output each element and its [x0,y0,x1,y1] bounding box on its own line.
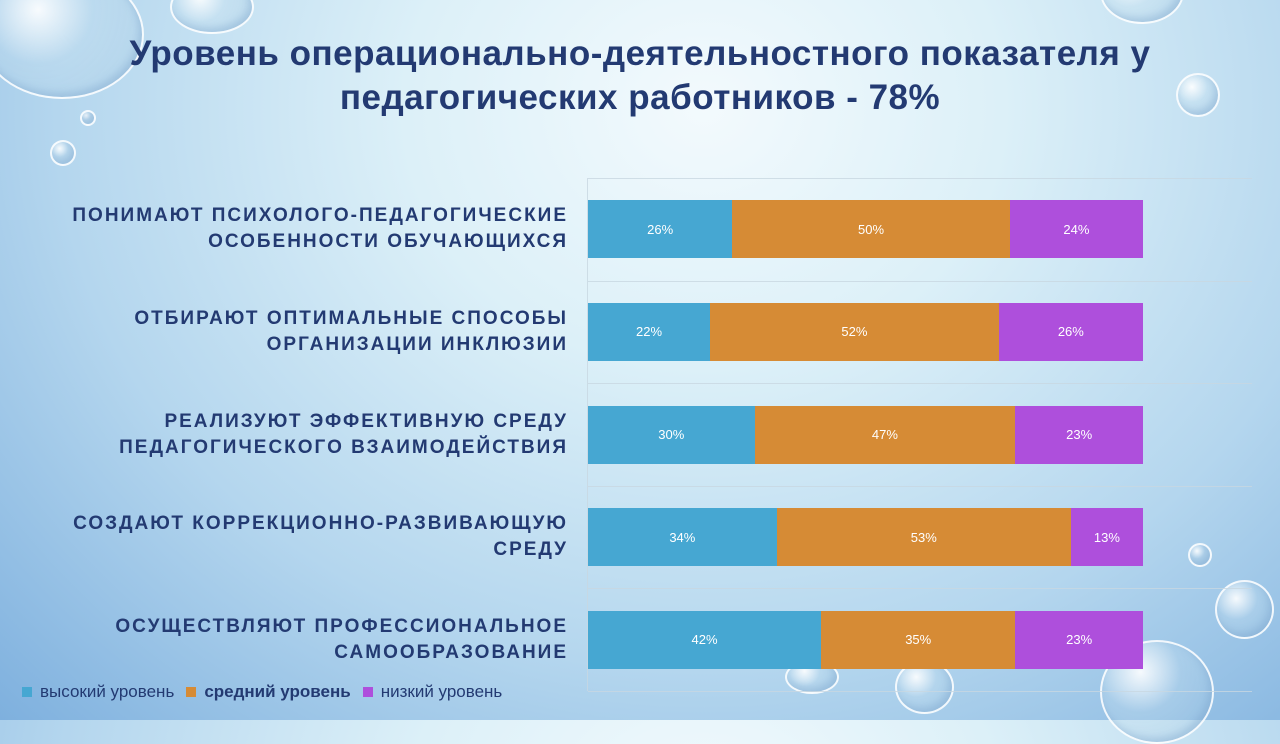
bar-segment: 23% [1015,405,1143,464]
data-label: 50% [858,221,885,237]
bar-segment: 13% [1070,508,1143,567]
gridline [588,383,1252,385]
gridline [588,178,1252,179]
bar-segment: 50% [732,200,1010,259]
data-label: 42% [691,632,718,648]
data-label: 53% [910,529,937,545]
data-label: 23% [1066,632,1093,648]
bubble-decoration [1188,543,1212,567]
legend-swatch-high [22,687,32,697]
data-label: 47% [871,427,898,442]
bubble-decoration [895,660,954,714]
data-label: 30% [658,427,685,442]
bar-segment: 24% [1009,200,1143,259]
legend-label-high: высокий уровень [40,682,175,701]
bar-segment: 30% [588,405,755,464]
bar-segment: 47% [754,405,1016,464]
category-label: РЕАЛИЗУЮТ ЭФФЕКТИВНУЮ СРЕДУ ПЕДАГОГИЧЕСК… [119,410,568,458]
data-label: 23% [1066,427,1093,442]
bar-segment: 53% [776,508,1071,567]
data-label: 13% [1093,529,1120,545]
gridline [588,280,1252,282]
data-label: 24% [1063,221,1090,237]
legend-label-medium: средний уровень [204,682,351,701]
bubble-decoration [1176,73,1220,117]
bar-segment: 52% [710,302,999,361]
bar-segment: 35% [821,610,1016,669]
data-label: 26% [647,221,674,237]
chart-title: Уровень операционально-деятельностного п… [129,34,1151,117]
bar-segment: 26% [588,200,733,259]
data-label: 34% [669,529,696,545]
category-label: СОЗДАЮТ КОРРЕКЦИОННО-РАЗВИВАЮЩУЮ СРЕДУ [73,513,568,561]
category-axis [587,178,588,691]
data-label: 35% [905,632,932,648]
category-label: ОСУЩЕСТВЛЯЮТ ПРОФЕССИОНАЛЬНОЕ САМООБРАЗО… [115,615,568,663]
legend: высокий уровень средний уровень низкий у… [22,682,502,702]
gridline [588,588,1252,590]
bubble-decoration [80,110,96,126]
data-label: 26% [1057,324,1084,340]
bubble-decoration [1100,0,1184,24]
data-label: 52% [841,324,868,340]
bubble-decoration [170,0,254,34]
bar-segment: 26% [998,302,1143,361]
legend-label-low: низкий уровень [380,682,503,701]
bubble-decoration [1215,580,1274,639]
bar-segment: 42% [588,610,822,669]
bar-segment: 23% [1015,610,1143,669]
legend-swatch-low [362,687,373,697]
bubble-decoration [50,140,76,166]
gridline [588,485,1252,487]
data-label: 22% [636,324,663,340]
bar-segment: 22% [588,302,711,361]
category-label: ОТБИРАЮТ ОПТИМАЛЬНЫЕ СПОСОБЫ ОРГАНИЗАЦИИ… [134,307,568,355]
legend-swatch-medium [186,687,197,697]
gridline [588,691,1252,692]
category-label: ПОНИМАЮТ ПСИХОЛОГО-ПЕДАГОГИЧЕСКИЕ ОСОБЕН… [72,205,568,253]
bar-segment: 34% [588,508,777,567]
